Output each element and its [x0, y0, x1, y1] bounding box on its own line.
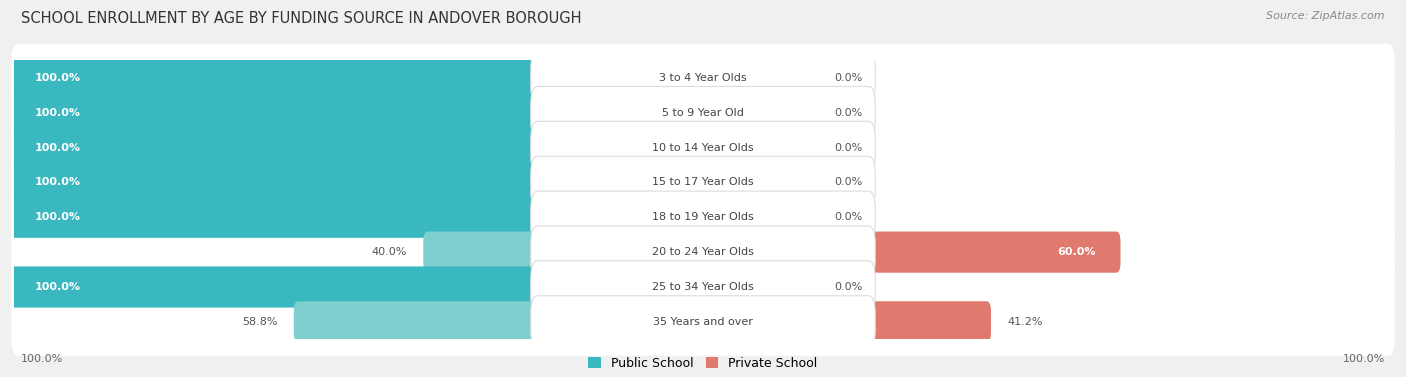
- Text: 100.0%: 100.0%: [35, 177, 80, 187]
- Text: 100.0%: 100.0%: [35, 212, 80, 222]
- Text: 100.0%: 100.0%: [1343, 354, 1385, 364]
- FancyBboxPatch shape: [531, 226, 876, 278]
- FancyBboxPatch shape: [531, 296, 876, 348]
- FancyBboxPatch shape: [699, 162, 817, 203]
- FancyBboxPatch shape: [10, 92, 707, 133]
- Text: 0.0%: 0.0%: [834, 73, 862, 83]
- Text: 15 to 17 Year Olds: 15 to 17 Year Olds: [652, 177, 754, 187]
- FancyBboxPatch shape: [10, 197, 707, 238]
- FancyBboxPatch shape: [531, 121, 876, 174]
- Text: 58.8%: 58.8%: [242, 317, 277, 327]
- FancyBboxPatch shape: [11, 149, 1395, 216]
- Text: 0.0%: 0.0%: [834, 282, 862, 292]
- FancyBboxPatch shape: [699, 92, 817, 133]
- FancyBboxPatch shape: [531, 86, 876, 139]
- FancyBboxPatch shape: [11, 114, 1395, 181]
- Text: 25 to 34 Year Olds: 25 to 34 Year Olds: [652, 282, 754, 292]
- Text: 100.0%: 100.0%: [35, 107, 80, 118]
- FancyBboxPatch shape: [531, 156, 876, 208]
- FancyBboxPatch shape: [531, 261, 876, 313]
- Text: SCHOOL ENROLLMENT BY AGE BY FUNDING SOURCE IN ANDOVER BOROUGH: SCHOOL ENROLLMENT BY AGE BY FUNDING SOUR…: [21, 11, 582, 26]
- FancyBboxPatch shape: [10, 267, 707, 308]
- FancyBboxPatch shape: [699, 197, 817, 238]
- Text: 35 Years and over: 35 Years and over: [652, 317, 754, 327]
- Text: 40.0%: 40.0%: [371, 247, 406, 257]
- Text: 0.0%: 0.0%: [834, 212, 862, 222]
- Text: 10 to 14 Year Olds: 10 to 14 Year Olds: [652, 143, 754, 153]
- FancyBboxPatch shape: [10, 162, 707, 203]
- FancyBboxPatch shape: [10, 57, 707, 98]
- FancyBboxPatch shape: [11, 218, 1395, 286]
- FancyBboxPatch shape: [10, 127, 707, 168]
- FancyBboxPatch shape: [11, 184, 1395, 251]
- Text: 100.0%: 100.0%: [21, 354, 63, 364]
- FancyBboxPatch shape: [11, 288, 1395, 356]
- FancyBboxPatch shape: [294, 301, 707, 342]
- Text: 18 to 19 Year Olds: 18 to 19 Year Olds: [652, 212, 754, 222]
- Text: 0.0%: 0.0%: [834, 143, 862, 153]
- FancyBboxPatch shape: [699, 267, 817, 308]
- Text: 100.0%: 100.0%: [35, 73, 80, 83]
- FancyBboxPatch shape: [11, 253, 1395, 321]
- FancyBboxPatch shape: [699, 231, 1121, 273]
- Text: 20 to 24 Year Olds: 20 to 24 Year Olds: [652, 247, 754, 257]
- Text: 60.0%: 60.0%: [1057, 247, 1095, 257]
- FancyBboxPatch shape: [423, 231, 707, 273]
- FancyBboxPatch shape: [699, 301, 991, 342]
- Text: 100.0%: 100.0%: [35, 143, 80, 153]
- Legend: Public School, Private School: Public School, Private School: [583, 352, 823, 375]
- FancyBboxPatch shape: [11, 79, 1395, 146]
- Text: 3 to 4 Year Olds: 3 to 4 Year Olds: [659, 73, 747, 83]
- Text: 41.2%: 41.2%: [1008, 317, 1043, 327]
- FancyBboxPatch shape: [699, 127, 817, 168]
- FancyBboxPatch shape: [699, 57, 817, 98]
- Text: Source: ZipAtlas.com: Source: ZipAtlas.com: [1267, 11, 1385, 21]
- Text: 0.0%: 0.0%: [834, 177, 862, 187]
- Text: 100.0%: 100.0%: [35, 282, 80, 292]
- FancyBboxPatch shape: [11, 44, 1395, 112]
- FancyBboxPatch shape: [531, 52, 876, 104]
- Text: 5 to 9 Year Old: 5 to 9 Year Old: [662, 107, 744, 118]
- FancyBboxPatch shape: [531, 191, 876, 244]
- Text: 0.0%: 0.0%: [834, 107, 862, 118]
